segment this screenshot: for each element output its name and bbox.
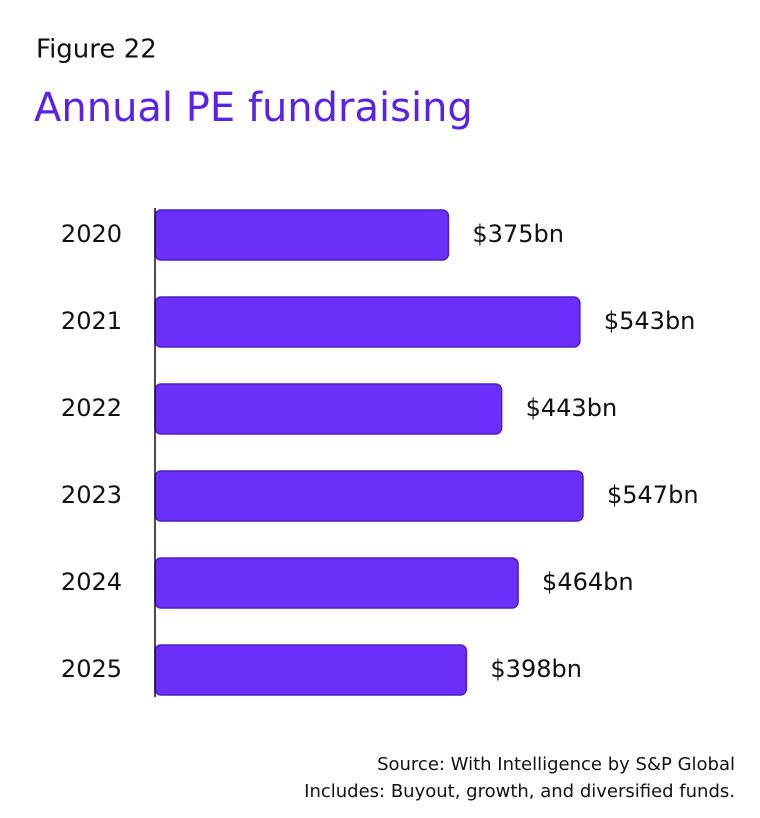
bar: [154, 644, 468, 696]
bar: [154, 209, 450, 261]
value-label: $464bn: [542, 568, 634, 596]
bar: [154, 296, 581, 348]
value-label: $398bn: [490, 655, 582, 683]
bar: [154, 383, 503, 435]
chart-title: Annual PE fundraising: [34, 85, 473, 131]
y-tick-label: 2020: [61, 220, 122, 248]
y-tick-label: 2022: [61, 394, 122, 422]
y-tick-label: 2023: [61, 481, 122, 509]
bar: [154, 470, 584, 522]
value-label: $375bn: [472, 220, 564, 248]
source-note: Includes: Buyout, growth, and diversifie…: [304, 781, 735, 802]
y-tick-label: 2024: [61, 568, 122, 596]
value-label: $443bn: [526, 394, 618, 422]
value-label: $543bn: [604, 307, 696, 335]
y-tick-label: 2021: [61, 307, 122, 335]
source-note: Source: With Intelligence by S&P Global: [377, 754, 735, 775]
value-label: $547bn: [607, 481, 699, 509]
y-tick-label: 2025: [61, 655, 122, 683]
figure-label: Figure 22: [36, 35, 157, 65]
bar: [154, 557, 519, 609]
